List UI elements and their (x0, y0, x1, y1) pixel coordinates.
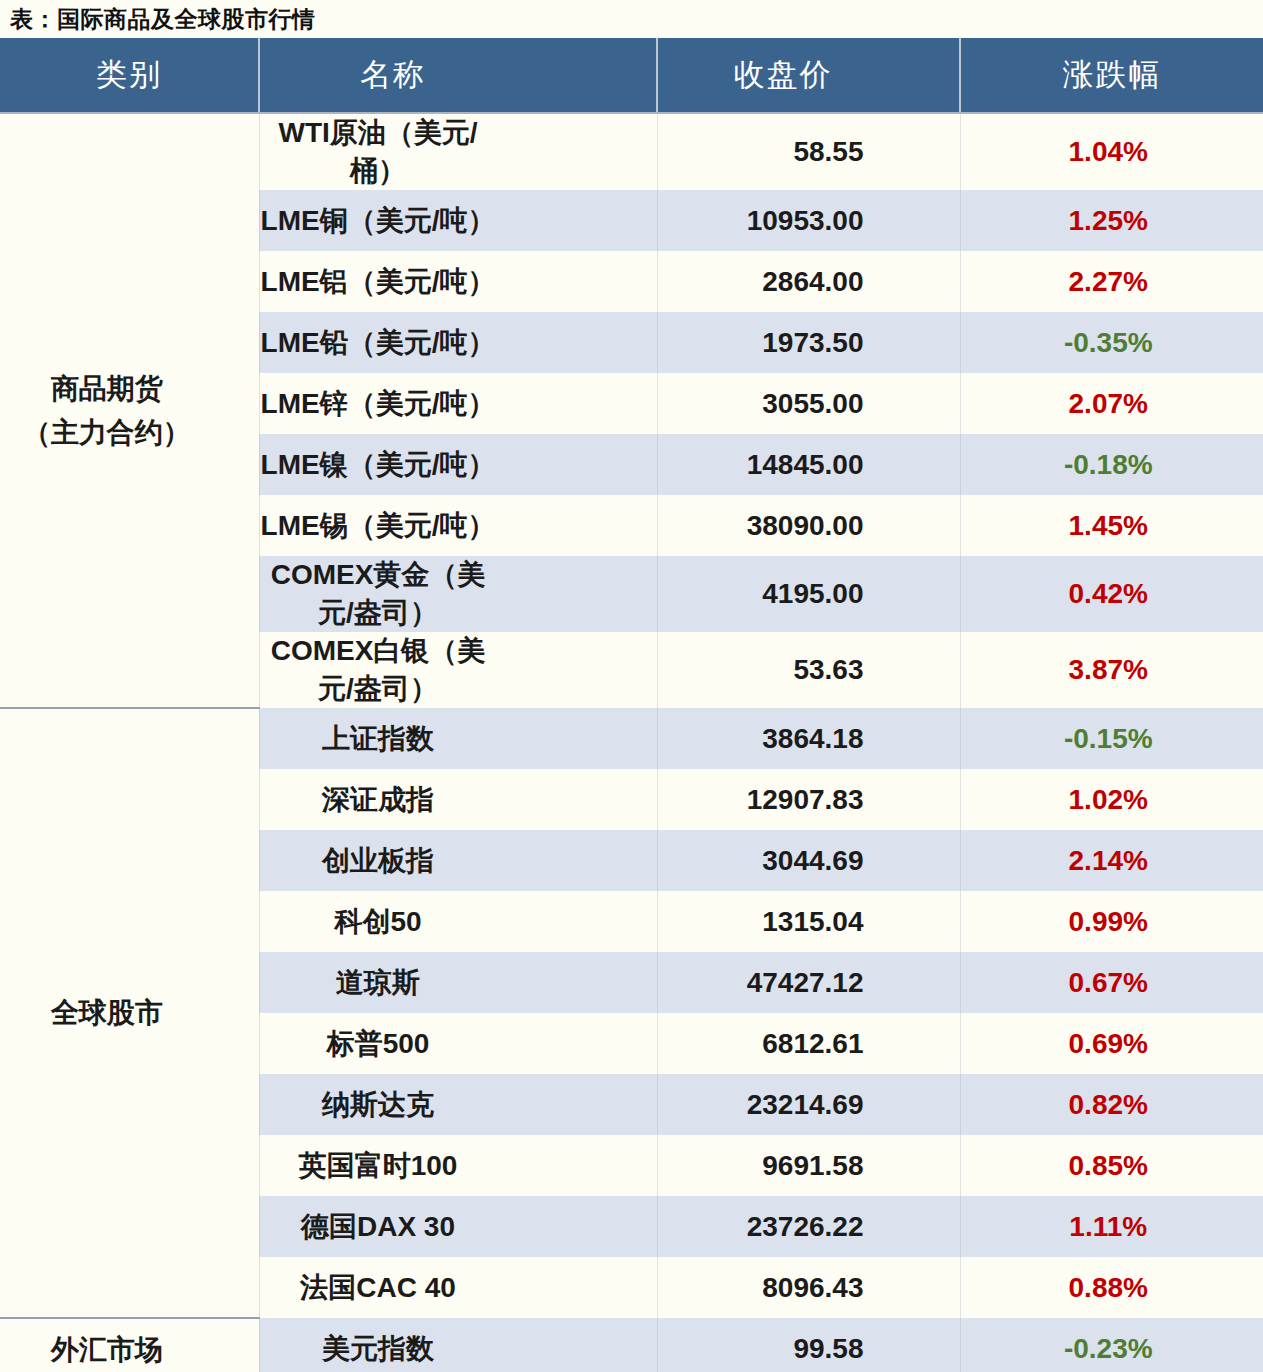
change-percent-cell: 0.99% (960, 891, 1263, 952)
name-cell: LME锌（美元/吨） (259, 373, 657, 434)
name-cell: 标普500 (259, 1013, 657, 1074)
name-cell: 科创50 (259, 891, 657, 952)
close-price-cell: 14845.00 (657, 434, 960, 495)
close-price-cell: 23726.22 (657, 1196, 960, 1257)
name-cell: LME镍（美元/吨） (259, 434, 657, 495)
change-percent-cell: 1.04% (960, 113, 1263, 190)
close-price-cell: 12907.83 (657, 769, 960, 830)
close-price-cell: 1973.50 (657, 312, 960, 373)
table-row: 全球股市上证指数3864.18-0.15% (0, 708, 1263, 769)
close-price-cell: 3864.18 (657, 708, 960, 769)
name-cell: LME铜（美元/吨） (259, 190, 657, 251)
change-percent-cell: 0.42% (960, 556, 1263, 632)
table-title: 表：国际商品及全球股市行情 (10, 4, 1263, 35)
change-percent-cell: 2.07% (960, 373, 1263, 434)
change-percent-cell: 0.67% (960, 952, 1263, 1013)
header-category: 类别 (0, 38, 259, 113)
change-percent-cell: 2.14% (960, 830, 1263, 891)
close-price-cell: 1315.04 (657, 891, 960, 952)
close-price-cell: 3044.69 (657, 830, 960, 891)
market-table: 类别 名称 收盘价 涨跌幅 商品期货（主力合约）WTI原油（美元/桶）58.55… (0, 38, 1263, 1372)
header-close: 收盘价 (657, 38, 960, 113)
change-percent-cell: 0.82% (960, 1074, 1263, 1135)
table-row: 商品期货（主力合约）WTI原油（美元/桶）58.551.04% (0, 113, 1263, 190)
category-cell: 商品期货（主力合约） (0, 113, 259, 708)
close-price-cell: 8096.43 (657, 1257, 960, 1318)
name-cell: 美元指数 (259, 1318, 657, 1372)
header-name: 名称 (259, 38, 657, 113)
name-cell: 道琼斯 (259, 952, 657, 1013)
close-price-cell: 47427.12 (657, 952, 960, 1013)
category-cell: 外汇市场 (0, 1318, 259, 1372)
change-percent-cell: 1.45% (960, 495, 1263, 556)
name-cell: 德国DAX 30 (259, 1196, 657, 1257)
name-cell: 英国富时100 (259, 1135, 657, 1196)
change-percent-cell: 2.27% (960, 251, 1263, 312)
close-price-cell: 58.55 (657, 113, 960, 190)
name-cell: 纳斯达克 (259, 1074, 657, 1135)
change-percent-cell: 1.02% (960, 769, 1263, 830)
table-header: 类别 名称 收盘价 涨跌幅 (0, 38, 1263, 113)
change-percent-cell: -0.18% (960, 434, 1263, 495)
name-cell: LME锡（美元/吨） (259, 495, 657, 556)
name-cell: 创业板指 (259, 830, 657, 891)
close-price-cell: 23214.69 (657, 1074, 960, 1135)
change-percent-cell: -0.23% (960, 1318, 1263, 1372)
close-price-cell: 38090.00 (657, 495, 960, 556)
change-percent-cell: 1.25% (960, 190, 1263, 251)
name-cell: WTI原油（美元/桶） (259, 113, 657, 190)
close-price-cell: 4195.00 (657, 556, 960, 632)
name-cell: COMEX黄金（美元/盎司） (259, 556, 657, 632)
close-price-cell: 99.58 (657, 1318, 960, 1372)
header-row: 类别 名称 收盘价 涨跌幅 (0, 38, 1263, 113)
change-percent-cell: 3.87% (960, 632, 1263, 708)
name-cell: 上证指数 (259, 708, 657, 769)
change-percent-cell: 1.11% (960, 1196, 1263, 1257)
report-page: 表：国际商品及全球股市行情 类别 名称 收盘价 涨跌幅 商品期货（主力合约）WT… (0, 0, 1263, 1372)
header-change: 涨跌幅 (960, 38, 1263, 113)
change-percent-cell: 0.88% (960, 1257, 1263, 1318)
category-cell: 全球股市 (0, 708, 259, 1318)
name-cell: 法国CAC 40 (259, 1257, 657, 1318)
change-percent-cell: -0.35% (960, 312, 1263, 373)
name-cell: 深证成指 (259, 769, 657, 830)
close-price-cell: 2864.00 (657, 251, 960, 312)
name-cell: LME铅（美元/吨） (259, 312, 657, 373)
close-price-cell: 6812.61 (657, 1013, 960, 1074)
change-percent-cell: -0.15% (960, 708, 1263, 769)
change-percent-cell: 0.85% (960, 1135, 1263, 1196)
table-row: 外汇市场美元指数99.58-0.23% (0, 1318, 1263, 1372)
close-price-cell: 10953.00 (657, 190, 960, 251)
name-cell: COMEX白银（美元/盎司） (259, 632, 657, 708)
change-percent-cell: 0.69% (960, 1013, 1263, 1074)
close-price-cell: 9691.58 (657, 1135, 960, 1196)
close-price-cell: 3055.00 (657, 373, 960, 434)
close-price-cell: 53.63 (657, 632, 960, 708)
name-cell: LME铝（美元/吨） (259, 251, 657, 312)
table-body: 商品期货（主力合约）WTI原油（美元/桶）58.551.04%LME铜（美元/吨… (0, 113, 1263, 1372)
